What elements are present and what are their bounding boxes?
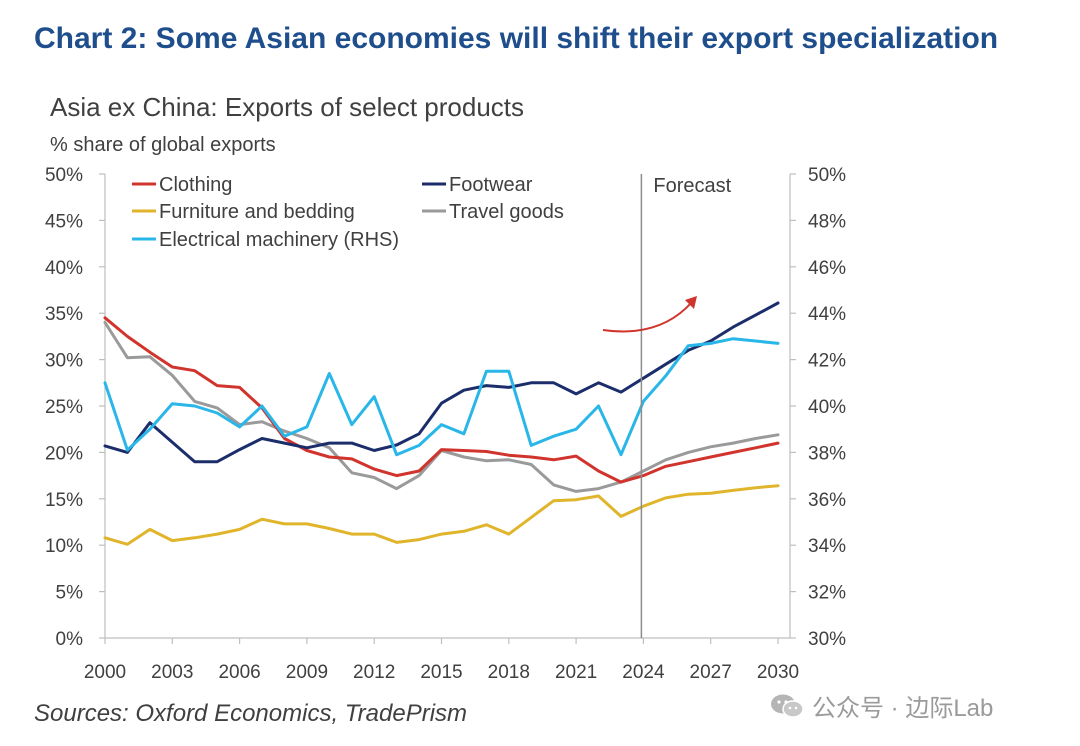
trend-arrow-head: [685, 296, 697, 309]
watermark-text: 公众号 · 边际Lab: [812, 695, 994, 722]
left-tick-label: 50%: [45, 165, 83, 186]
left-tick-label: 35%: [45, 304, 83, 325]
left-tick-label: 45%: [45, 211, 83, 232]
x-tick-label: 2003: [151, 662, 193, 683]
series-line-travel-goods: [103, 321, 780, 493]
x-tick-label: 2018: [488, 662, 530, 683]
right-tick-label: 36%: [808, 490, 846, 511]
x-tick-label: 2000: [84, 662, 126, 683]
legend-label-travel-goods: Travel goods: [449, 201, 564, 223]
series-layer: [103, 301, 780, 546]
right-tick-label: 50%: [808, 165, 846, 186]
right-tick-label: 34%: [808, 536, 846, 557]
series-line-electrical-machinery-rhs: [103, 337, 780, 457]
legend-label-footwear: Footwear: [449, 174, 533, 196]
chart-title: Asia ex China: Exports of select product…: [50, 92, 525, 122]
right-tick-label: 40%: [808, 397, 846, 418]
legend-label-clothing: Clothing: [159, 174, 232, 196]
forecast-annotation: Forecast: [602, 174, 732, 638]
right-tick-label: 30%: [808, 629, 846, 650]
left-tick-label: 25%: [45, 397, 83, 418]
legend-label-furniture-and-bedding: Furniture and bedding: [159, 201, 355, 223]
right-tick-label: 32%: [808, 583, 846, 604]
x-tick-label: 2009: [286, 662, 328, 683]
series-line-footwear: [103, 301, 780, 464]
forecast-label: Forecast: [653, 175, 731, 197]
source-note: Sources: Oxford Economics, TradePrism: [34, 700, 468, 727]
right-tick-label: 42%: [808, 351, 846, 372]
right-tick-label: 48%: [808, 211, 846, 232]
x-tick-label: 2012: [353, 662, 395, 683]
series-line-clothing: [103, 316, 780, 484]
y-axis-label: % share of global exports: [50, 134, 276, 156]
left-tick-label: 0%: [56, 629, 84, 650]
legend-label-electrical-machinery-rhs: Electrical machinery (RHS): [159, 229, 399, 251]
chart-legend: Clothing Footwear Furniture and bedding Tra…: [132, 174, 564, 251]
chart-headline: Chart 2: Some Asian economies will shift…: [34, 22, 999, 55]
x-tick-label: 2021: [555, 662, 597, 683]
left-tick-label: 10%: [45, 536, 83, 557]
left-tick-label: 40%: [45, 258, 83, 279]
x-tick-label: 2027: [690, 662, 732, 683]
watermark: 公众号 · 边际Lab: [770, 688, 993, 723]
chart-axes: 0% 5% 10% 15% 20% 25% 30% 35% 40% 45% 50% 30% 32% 34%…: [45, 165, 846, 683]
right-tick-label: 46%: [808, 258, 846, 279]
x-tick-label: 2024: [622, 662, 665, 683]
x-tick-label: 2030: [757, 662, 799, 683]
x-tick-label: 2006: [218, 662, 260, 683]
trend-arrow: [602, 301, 693, 333]
right-tick-label: 38%: [808, 443, 846, 464]
wechat-icon: [771, 694, 804, 718]
left-tick-label: 5%: [56, 583, 84, 604]
series-line-furniture-and-bedding: [103, 484, 780, 546]
right-tick-label: 44%: [808, 304, 846, 325]
left-tick-label: 20%: [45, 443, 83, 464]
x-tick-label: 2015: [420, 662, 462, 683]
left-tick-label: 30%: [45, 351, 83, 372]
left-tick-label: 15%: [45, 490, 83, 511]
